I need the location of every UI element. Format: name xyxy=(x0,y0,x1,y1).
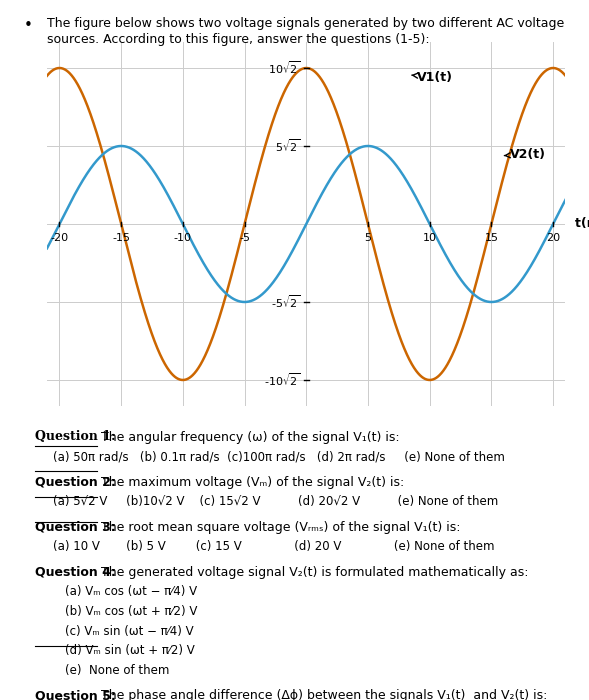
Text: V1(t): V1(t) xyxy=(412,71,454,83)
Text: (e)  None of them: (e) None of them xyxy=(65,664,169,677)
Text: Question 2:: Question 2: xyxy=(35,475,116,489)
Text: -20: -20 xyxy=(51,233,68,243)
Text: Question 4:: Question 4: xyxy=(35,566,116,579)
Text: The phase angle difference (Δϕ) between the signals V₁(t)  and V₂(t) is:: The phase angle difference (Δϕ) between … xyxy=(97,690,548,700)
Text: (a) 50π rad/s   (b) 0.1π rad/s  (c)100π rad/s   (d) 2π rad/s     (e) None of the: (a) 50π rad/s (b) 0.1π rad/s (c)100π rad… xyxy=(53,450,505,463)
Text: -10: -10 xyxy=(174,233,192,243)
Text: V2(t): V2(t) xyxy=(504,148,546,161)
Text: (a) Vₘ cos (ωt − π⁄4) V: (a) Vₘ cos (ωt − π⁄4) V xyxy=(65,585,197,598)
Text: (a) 5√2 V     (b)10√2 V    (c) 15√2 V          (d) 20√2 V          (e) None of t: (a) 5√2 V (b)10√2 V (c) 15√2 V (d) 20√2 … xyxy=(53,495,498,508)
Text: The generated voltage signal V₂(t) is formulated mathematically as:: The generated voltage signal V₂(t) is fo… xyxy=(97,566,529,579)
Text: 15: 15 xyxy=(484,233,498,243)
Text: 5: 5 xyxy=(365,233,372,243)
Text: The maximum voltage (Vₘ) of the signal V₂(t) is:: The maximum voltage (Vₘ) of the signal V… xyxy=(97,475,405,489)
Text: 5$\sqrt{2}$: 5$\sqrt{2}$ xyxy=(275,138,300,155)
Text: 10: 10 xyxy=(423,233,436,243)
Text: -10$\sqrt{2}$: -10$\sqrt{2}$ xyxy=(264,372,300,389)
Text: Question 3:: Question 3: xyxy=(35,521,116,533)
Text: (d) Vₘ sin (ωt + π⁄2) V: (d) Vₘ sin (ωt + π⁄2) V xyxy=(65,644,194,657)
Text: 20: 20 xyxy=(546,233,560,243)
Text: -5: -5 xyxy=(239,233,250,243)
Text: Question 1:: Question 1: xyxy=(35,430,116,444)
Text: The root mean square voltage (Vᵣₘₛ) of the signal V₁(t) is:: The root mean square voltage (Vᵣₘₛ) of t… xyxy=(97,521,461,533)
Text: •: • xyxy=(24,18,32,32)
Text: (c) Vₘ sin (ωt − π⁄4) V: (c) Vₘ sin (ωt − π⁄4) V xyxy=(65,624,193,638)
Text: Question 5:: Question 5: xyxy=(35,690,116,700)
Text: -15: -15 xyxy=(112,233,130,243)
Text: 10$\sqrt{2}$: 10$\sqrt{2}$ xyxy=(268,60,300,76)
Text: The figure below shows two voltage signals generated by two different AC voltage: The figure below shows two voltage signa… xyxy=(47,18,564,46)
Text: t(m sec): t(m sec) xyxy=(575,218,589,230)
Text: (b) Vₘ cos (ωt + π⁄2) V: (b) Vₘ cos (ωt + π⁄2) V xyxy=(65,605,197,618)
Text: -5$\sqrt{2}$: -5$\sqrt{2}$ xyxy=(271,293,300,310)
Text: (a) 10 V       (b) 5 V        (c) 15 V              (d) 20 V              (e) No: (a) 10 V (b) 5 V (c) 15 V (d) 20 V (e) N… xyxy=(53,540,495,553)
Text: The angular frequency (ω) of the signal V₁(t) is:: The angular frequency (ω) of the signal … xyxy=(97,430,400,444)
